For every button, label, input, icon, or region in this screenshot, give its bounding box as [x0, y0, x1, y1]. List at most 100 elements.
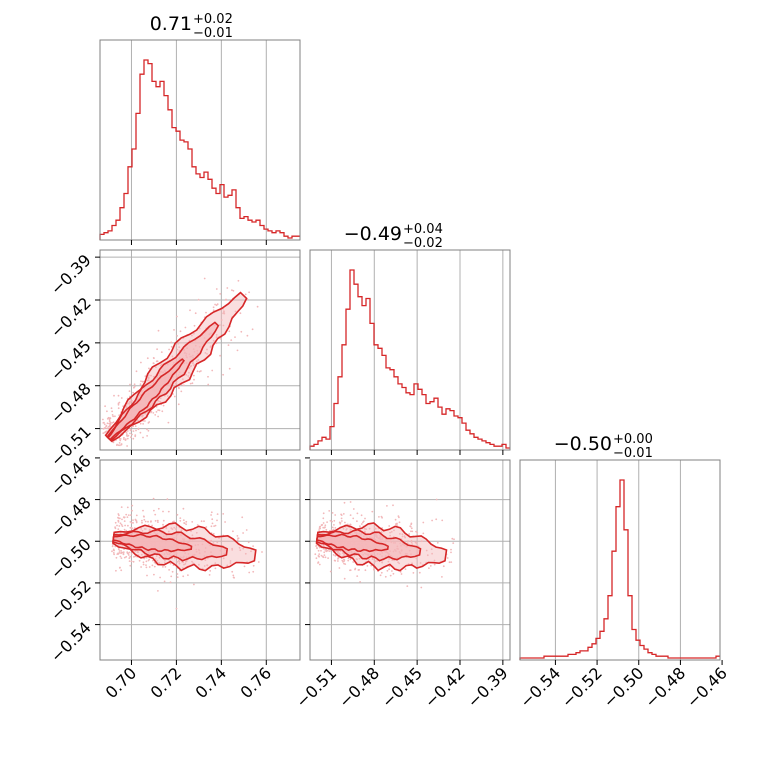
sample-point — [410, 541, 413, 544]
sample-point — [119, 522, 122, 525]
sample-point — [174, 528, 177, 530]
sample-point — [104, 427, 106, 429]
sample-point — [206, 353, 208, 355]
sample-point — [237, 279, 240, 282]
param-title-plus-2: +0.00 — [613, 432, 653, 447]
sample-point — [117, 402, 120, 405]
sample-point — [410, 530, 412, 533]
sample-point — [182, 575, 185, 578]
param-title-plus-0: +0.02 — [193, 12, 233, 27]
sample-point — [159, 397, 162, 400]
sample-point — [127, 514, 130, 516]
sample-point — [237, 537, 239, 540]
param-title-minus-0: −0.01 — [193, 26, 233, 41]
sample-point — [111, 550, 113, 553]
sample-point — [169, 581, 172, 584]
sample-point — [146, 357, 149, 360]
sample-point — [129, 402, 131, 404]
sample-point — [162, 519, 165, 522]
sample-point — [128, 560, 131, 562]
sample-point — [409, 525, 412, 528]
sample-point — [122, 516, 125, 518]
histogram-1 — [309, 269, 510, 450]
sample-point — [356, 575, 359, 577]
sample-point — [399, 571, 402, 573]
param-title-value-1: −0.49 — [344, 223, 402, 245]
sample-point — [157, 507, 160, 510]
sample-point — [193, 374, 195, 377]
sample-point — [318, 563, 321, 566]
sample-point — [114, 415, 116, 418]
sample-point — [160, 363, 163, 366]
sample-point — [324, 549, 326, 551]
sample-point — [176, 513, 179, 516]
sample-point — [248, 571, 251, 574]
sample-point — [342, 527, 345, 530]
sample-point — [431, 552, 433, 555]
sample-point — [155, 366, 157, 369]
sample-point — [398, 516, 400, 519]
sample-point — [135, 521, 138, 524]
sample-point — [128, 551, 131, 554]
sample-point — [315, 557, 318, 560]
sample-point — [142, 423, 145, 425]
sample-point — [145, 564, 147, 566]
sample-point — [371, 558, 374, 560]
sample-point — [319, 525, 322, 528]
hist-panel-0-frame — [99, 39, 301, 241]
histogram-2 — [519, 479, 720, 660]
x-tick-label: 0.72 — [147, 663, 186, 702]
sample-point — [206, 564, 209, 567]
sample-point — [91, 420, 93, 422]
sample-point — [166, 498, 169, 501]
sample-point — [215, 334, 218, 336]
sample-point — [320, 549, 322, 552]
sample-point — [373, 527, 376, 530]
sample-point — [316, 547, 318, 549]
sample-point — [127, 554, 130, 556]
sample-point — [360, 523, 363, 525]
sample-point — [419, 562, 422, 564]
sample-point — [411, 543, 414, 545]
sample-point — [102, 427, 105, 430]
sample-point — [125, 529, 128, 532]
sample-point — [119, 438, 122, 440]
sample-point — [183, 522, 186, 525]
sample-point — [393, 529, 395, 532]
sample-point — [111, 543, 114, 546]
sample-point — [121, 525, 124, 527]
sample-point — [228, 367, 231, 370]
sample-point — [177, 342, 180, 345]
sample-point — [216, 541, 219, 544]
sample-point — [126, 402, 129, 405]
sample-point — [210, 525, 213, 528]
sample-point — [343, 558, 345, 561]
sample-point — [157, 409, 160, 411]
sample-point — [257, 561, 260, 563]
y-tick-label: −0.50 — [47, 535, 95, 583]
sample-point — [143, 518, 146, 521]
sample-point — [106, 410, 108, 413]
sample-point — [391, 570, 393, 572]
sample-point — [187, 375, 190, 377]
sample-point — [132, 430, 135, 432]
sample-point — [329, 570, 332, 573]
sample-point — [322, 522, 325, 524]
sample-point — [248, 291, 251, 294]
sample-point — [345, 529, 348, 531]
sample-point — [131, 433, 133, 436]
sample-point — [162, 566, 164, 568]
sample-point — [209, 540, 212, 542]
sample-point — [137, 428, 140, 431]
sample-point — [349, 558, 352, 561]
sample-point — [125, 434, 128, 437]
sample-point — [422, 532, 425, 535]
sample-point — [108, 424, 111, 427]
sample-point — [322, 544, 325, 547]
x-tick-label: −0.48 — [641, 663, 689, 711]
sample-point — [208, 574, 211, 576]
sample-point — [390, 531, 393, 533]
sample-point — [125, 406, 128, 409]
hist-panel-2-grid — [554, 460, 681, 660]
sample-point — [183, 563, 185, 566]
